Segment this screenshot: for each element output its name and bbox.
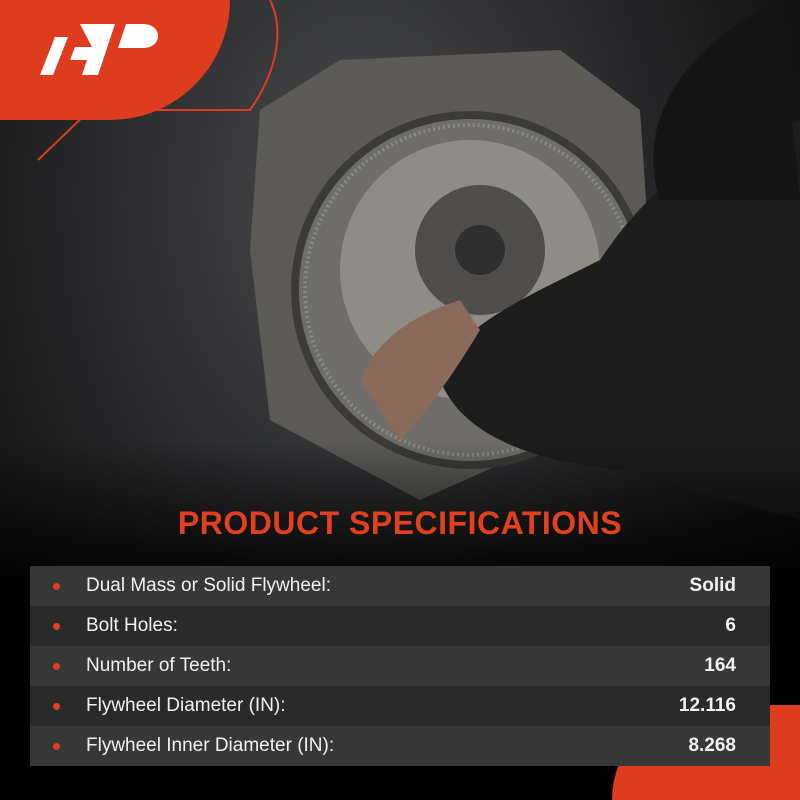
bullet-icon — [53, 662, 60, 670]
bullet-icon — [53, 702, 60, 710]
mechanic-arm — [440, 120, 800, 520]
spec-row: Dual Mass or Solid Flywheel: Solid — [30, 566, 770, 606]
spec-label: Bolt Holes: — [86, 615, 178, 636]
brand-logo — [40, 24, 158, 75]
spec-row: Bolt Holes: 6 — [30, 606, 770, 646]
spec-value: 8.268 — [688, 735, 736, 756]
bullet-icon — [53, 582, 60, 590]
spec-label: Flywheel Diameter (IN): — [86, 695, 286, 716]
spec-label: Dual Mass or Solid Flywheel: — [86, 575, 331, 596]
bullet-icon — [53, 742, 60, 750]
spec-row: Flywheel Inner Diameter (IN): 8.268 — [30, 726, 770, 766]
spec-value: 164 — [704, 655, 736, 676]
spec-label: Flywheel Inner Diameter (IN): — [86, 735, 335, 756]
section-title: PRODUCT SPECIFICATIONS — [177, 505, 623, 541]
spec-table: Dual Mass or Solid Flywheel: Solid Bolt … — [30, 566, 770, 766]
spec-row: Number of Teeth: 164 — [30, 646, 770, 686]
spec-value: 6 — [725, 615, 736, 636]
hand — [360, 300, 480, 440]
hub — [455, 225, 505, 275]
spec-value: Solid — [689, 575, 736, 596]
bullet-icon — [53, 622, 60, 630]
logo-outline — [37, 0, 279, 161]
background-shadow — [653, 0, 800, 200]
spec-value: 12.116 — [678, 695, 736, 716]
spec-label: Number of Teeth: — [86, 655, 232, 676]
spec-row: Flywheel Diameter (IN): 12.116 — [30, 686, 770, 726]
